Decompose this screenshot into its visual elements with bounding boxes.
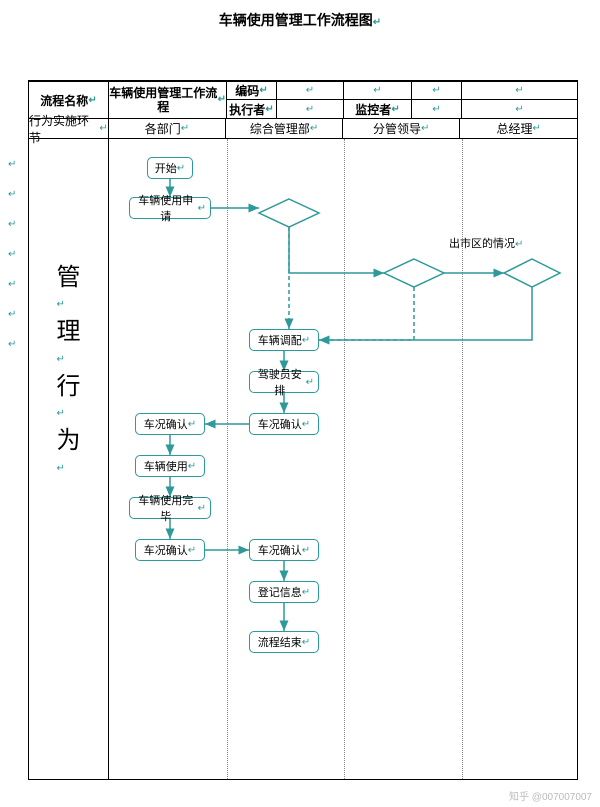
paragraph-marks-left: ↵↵↵↵↵↵↵ (8, 150, 16, 360)
flowchart-table: 流程名称 车辆使用管理工作流程 编码 ↵ ↵ ↵ ↵ 执行者 ↵ 监控者 ↵ ↵… (28, 80, 578, 780)
node-cond2: 车况确认↵ (249, 413, 319, 435)
node-dispatch: 车辆调配↵ (249, 329, 319, 351)
node-cond1: 车况确认↵ (135, 413, 205, 435)
lane-1: 各部门↵ (109, 119, 227, 138)
row-label: 管↵ 理↵ 行↵ 为↵ (29, 139, 109, 779)
lane-0: 行为实施环节↵ (29, 119, 109, 138)
node-start: 开始↵ (147, 157, 193, 179)
edge-d2-dispatch (319, 287, 414, 340)
diamond-d3 (504, 259, 560, 287)
flow-canvas: 开始↵ 车辆使用申请↵ 出市区的情况↵ 车辆调配↵ 驾驶员安排↵ 车况确认↵ 车况确认↵ 车辆… (109, 139, 579, 779)
lane-2: 综合管理部↵ (226, 119, 343, 138)
flow-canvas-row: 管↵ 理↵ 行↵ 为↵ 开始↵ 车辆使用申请↵ 出市区的情况↵ 车辆调配↵ 驾驶员安排↵… (29, 139, 577, 779)
node-use: 车辆使用↵ (135, 455, 205, 477)
lane-headers: 行为实施环节↵ 各部门↵ 综合管理部↵ 分管领导↵ 总经理↵ (29, 119, 577, 139)
node-apply: 车辆使用申请↵ (129, 197, 211, 219)
diamond-d1 (259, 199, 319, 227)
edge-d1-d2 (289, 227, 384, 273)
watermark: 知乎 @007007007 (509, 788, 592, 803)
lane-3: 分管领导↵ (343, 119, 461, 138)
page-title: 车辆使用管理工作流程图↵ (0, 0, 600, 30)
diamond-d2 (384, 259, 444, 287)
edge-d3-dispatch (319, 287, 532, 340)
header-block: 流程名称↵ 车辆使用管理工作流程↵ 编码↵ ↵ ↵ ↵ ↵ 执行者↵ ↵ 监控者… (29, 82, 577, 119)
node-cond3: 车况确认↵ (135, 539, 205, 561)
node-driver: 驾驶员安排↵ (249, 371, 319, 393)
node-reg: 登记信息↵ (249, 581, 319, 603)
node-done: 车辆使用完毕↵ (129, 497, 211, 519)
node-cond4: 车况确认↵ (249, 539, 319, 561)
annotation-out-of-city: 出市区的情况↵ (449, 235, 523, 251)
node-end: 流程结束↵ (249, 631, 319, 653)
lane-4: 总经理↵ (460, 119, 577, 138)
